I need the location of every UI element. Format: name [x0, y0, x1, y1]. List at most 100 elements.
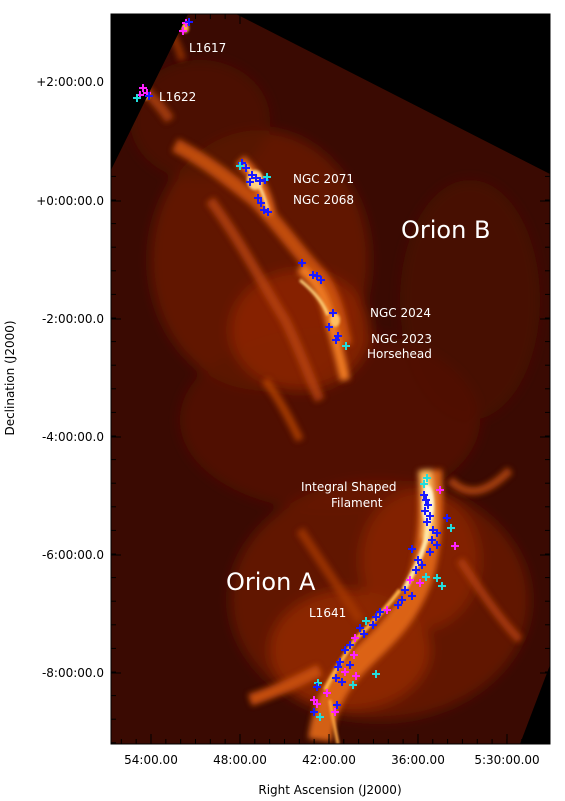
marker-blue-cross: [426, 548, 434, 556]
marker-blue-cross: [433, 529, 441, 537]
marker-magenta-cross: [406, 576, 414, 584]
marker-blue-cross: [369, 621, 377, 629]
label-ngc2023: NGC 2023: [371, 332, 432, 346]
marker-blue-cross: [325, 323, 333, 331]
marker-blue-cross: [412, 566, 420, 574]
marker-blue-cross: [264, 208, 272, 216]
x-tick-labels: 54:00.00 48:00.00 42:00.00 36:00.00 5:30…: [124, 753, 540, 767]
marker-blue-cross: [254, 194, 262, 202]
marker-blue-cross: [338, 678, 346, 686]
marker-blue-cross: [433, 541, 441, 549]
marker-blue-cross: [185, 18, 193, 26]
marker-cyan-cross: [433, 574, 441, 582]
marker-blue-cross: [426, 512, 434, 520]
marker-cyan-cross: [133, 94, 141, 102]
marker-blue-cross: [424, 501, 432, 509]
marker-blue-cross: [422, 496, 430, 504]
marker-magenta-cross: [436, 486, 444, 494]
y-tick-label: +0:00:00.0: [36, 194, 104, 208]
marker-blue-cross: [310, 708, 318, 716]
marker-cyan-cross: [263, 173, 271, 181]
marker-blue-cross: [332, 674, 340, 682]
marker-cyan-cross: [423, 474, 431, 482]
marker-cyan-cross: [349, 681, 357, 689]
x-tick-label: 48:00.00: [213, 753, 267, 767]
marker-magenta-cross: [383, 606, 391, 614]
marker-blue-cross: [420, 491, 428, 499]
marker-cyan-cross: [362, 617, 370, 625]
marker-magenta-cross: [350, 651, 358, 659]
marker-blue-cross: [336, 658, 344, 666]
marker-blue-cross: [298, 259, 306, 267]
marker-cyan-cross: [447, 524, 455, 532]
label-l1641: L1641: [309, 606, 346, 620]
plot-frame: [110, 13, 551, 745]
label-orion-b: Orion B: [401, 216, 490, 244]
major-ticks: [111, 14, 550, 744]
marker-blue-cross: [360, 630, 368, 638]
marker-blue-cross: [401, 586, 409, 594]
marker-blue-cross: [421, 507, 429, 515]
marker-cyan-cross: [236, 162, 244, 170]
marker-magenta-cross: [451, 542, 459, 550]
marker-blue-cross: [257, 199, 265, 207]
marker-magenta-cross: [331, 708, 339, 716]
marker-magenta-cross: [416, 579, 424, 587]
marker-cyan-cross: [420, 480, 428, 488]
marker-blue-cross: [372, 613, 380, 621]
marker-blue-cross: [376, 608, 384, 616]
label-orion-a: Orion A: [226, 568, 316, 596]
image-area: L1617 L1622 NGC 2071 NGC 2068 Orion B NG…: [111, 14, 550, 744]
marker-blue-cross: [346, 661, 354, 669]
yso-markers: [133, 18, 459, 721]
marker-cyan-cross: [316, 713, 324, 721]
y-tick-labels: +2:00:00.0 +0:00:00.0 -2:00:00.0 -4:00:0…: [36, 75, 104, 680]
marker-magenta-cross: [351, 634, 359, 642]
marker-magenta-cross: [139, 84, 147, 92]
marker-magenta-cross: [179, 27, 187, 35]
marker-blue-cross: [329, 309, 337, 317]
y-tick-label: -4:00:00.0: [42, 430, 104, 444]
label-integral-shaped: Integral Shaped: [301, 480, 396, 494]
x-axis-label: Right Ascension (J2000): [258, 783, 401, 797]
marker-blue-cross: [408, 592, 416, 600]
marker-blue-cross: [333, 701, 341, 709]
marker-blue-cross: [332, 336, 340, 344]
y-tick-label: -8:00:00.0: [42, 666, 104, 680]
x-tick-label: 36:00.00: [391, 753, 445, 767]
marker-blue-cross: [356, 624, 364, 632]
label-ngc2024: NGC 2024: [370, 306, 431, 320]
marker-blue-cross: [394, 601, 402, 609]
region-labels: L1617 L1622 NGC 2071 NGC 2068 Orion B NG…: [159, 41, 490, 620]
label-l1622: L1622: [159, 90, 196, 104]
marker-blue-cross: [341, 646, 349, 654]
marker-blue-cross: [414, 556, 422, 564]
label-ngc2071: NGC 2071: [293, 172, 354, 186]
y-axis-label: Declination (J2000): [3, 320, 17, 435]
label-filament: Filament: [331, 496, 383, 510]
marker-cyan-cross: [372, 670, 380, 678]
marker-cyan-cross: [422, 573, 430, 581]
marker-blue-cross: [334, 663, 342, 671]
label-l1617: L1617: [189, 41, 226, 55]
label-ngc2068: NGC 2068: [293, 193, 354, 207]
x-tick-label: 5:30:00.00: [474, 753, 539, 767]
label-horsehead: Horsehead: [367, 347, 432, 361]
marker-blue-cross: [317, 276, 325, 284]
marker-cyan-cross: [438, 582, 446, 590]
marker-blue-cross: [313, 683, 321, 691]
marker-blue-cross: [418, 561, 426, 569]
y-tick-label: -6:00:00.0: [42, 548, 104, 562]
y-tick-label: -2:00:00.0: [42, 312, 104, 326]
marker-magenta-cross: [341, 668, 349, 676]
marker-magenta-cross: [352, 672, 360, 680]
marker-blue-cross: [145, 92, 153, 100]
marker-cyan-cross: [342, 342, 350, 350]
marker-blue-cross: [246, 178, 254, 186]
marker-blue-cross: [242, 164, 250, 172]
marker-magenta-cross: [323, 689, 331, 697]
marker-blue-cross: [398, 596, 406, 604]
marker-blue-cross: [313, 272, 321, 280]
marker-blue-cross: [428, 536, 436, 544]
